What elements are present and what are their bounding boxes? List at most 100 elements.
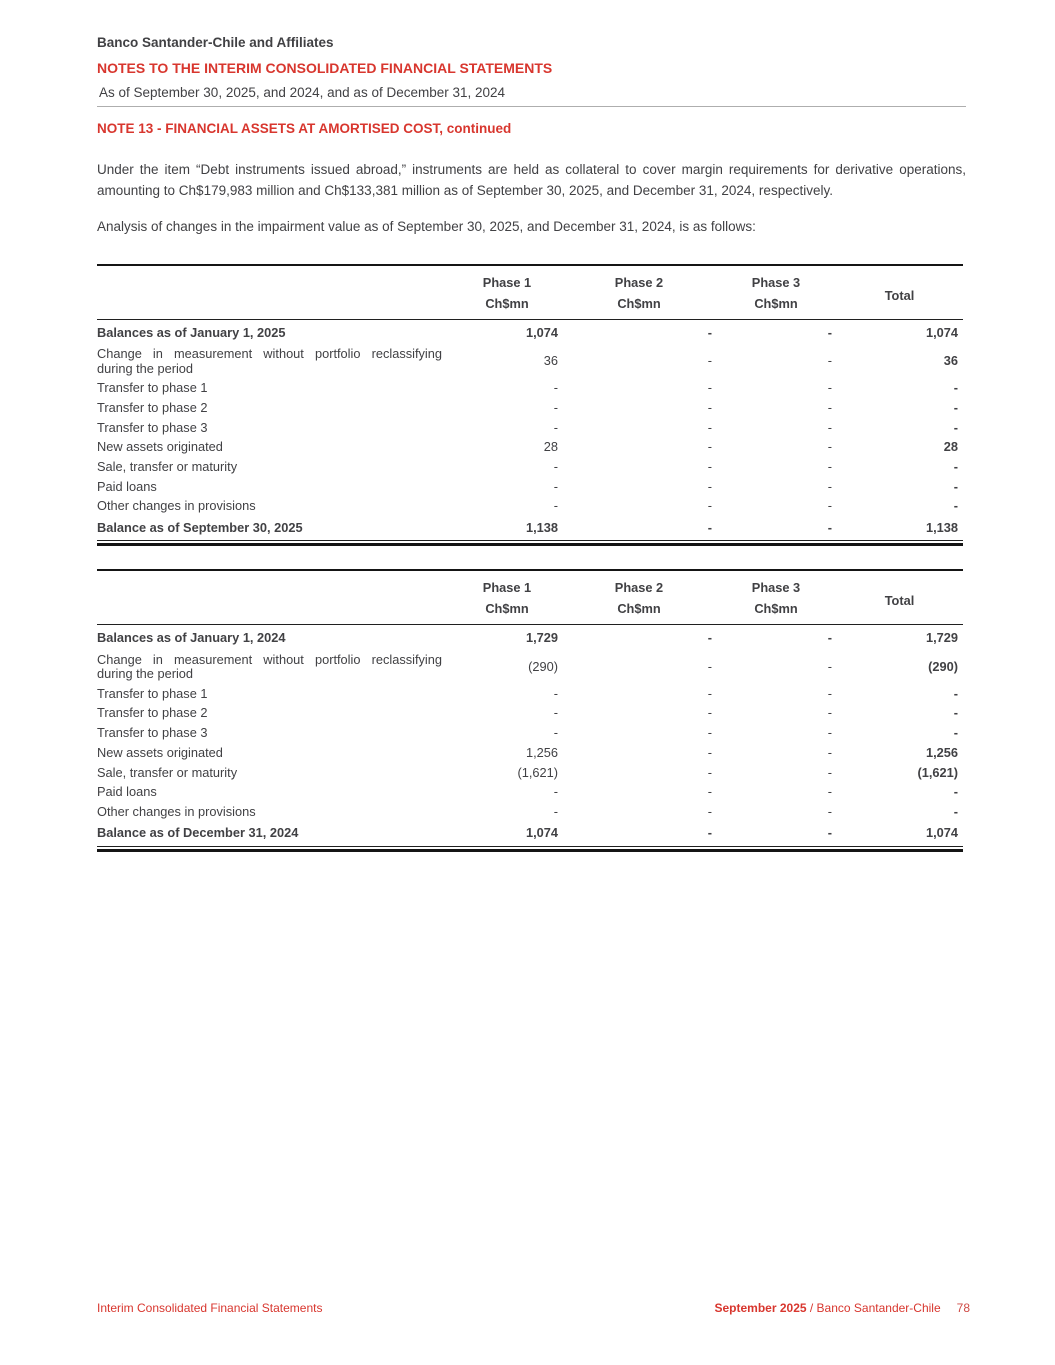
col-header-total: Total [836, 265, 963, 320]
row-value: - [553, 784, 558, 800]
footer-right-group: September 2025 / Banco Santander-Chile 7… [714, 1301, 970, 1315]
row-value: - [553, 498, 558, 514]
row-label: Transfer to phase 2 [97, 399, 208, 415]
paragraph-analysis-intro: Analysis of changes in the impairment va… [97, 219, 756, 234]
row-value: - [953, 685, 958, 701]
table-row: Transfer to phase 1 - - - - [97, 684, 963, 704]
row-value: - [553, 419, 558, 435]
row-label: New assets originated [97, 439, 223, 455]
row-value: - [707, 658, 712, 674]
row-value: 36 [543, 353, 558, 369]
row-value: (1,621) [917, 764, 958, 780]
row-value: - [707, 498, 712, 514]
table-row: Paid loans - - - - [97, 783, 963, 803]
row-value: - [707, 478, 712, 494]
row-value: - [707, 764, 712, 780]
row-value: 1,138 [836, 516, 963, 541]
row-value: - [553, 705, 558, 721]
col-header-phase2: Phase 2 [614, 580, 664, 595]
row-value: - [716, 516, 836, 541]
row-value: (1,621) [517, 764, 558, 780]
row-value: - [707, 459, 712, 475]
row-value: 28 [543, 439, 558, 455]
row-value: - [707, 685, 712, 701]
table-row: Other changes in provisions - - - - [97, 802, 963, 822]
row-value: 1,729 [925, 630, 958, 645]
row-value: - [827, 498, 832, 514]
row-value: - [827, 705, 832, 721]
table-row: Balance as of December 31, 2024 1,074- -1,… [97, 822, 963, 847]
row-value: - [953, 705, 958, 721]
row-value: - [827, 478, 832, 494]
table-row: New assets originated 28 - - 28 [97, 438, 963, 458]
table-row: Change in measurement without portfolio … [97, 345, 963, 379]
row-value: - [716, 822, 836, 847]
row-value: 36 [943, 353, 958, 369]
row-label: Paid loans [97, 478, 157, 494]
row-value: - [827, 630, 832, 645]
document-title: NOTES TO THE INTERIM CONSOLIDATED FINANC… [97, 60, 553, 76]
table-row: Transfer to phase 1 - - - - [97, 379, 963, 399]
table-2025: Phase 1 Phase 2 Phase 3 Total Ch$mn Ch$m… [97, 265, 963, 541]
table-row: Transfer to phase 2 - - - - [97, 704, 963, 724]
row-value: - [707, 630, 712, 645]
row-value: - [707, 725, 712, 741]
company-name: Banco Santander-Chile and Affiliates [97, 35, 334, 50]
row-value: 1,138 [452, 516, 562, 541]
row-value: - [553, 725, 558, 741]
row-value: 1,256 [925, 744, 958, 760]
row-value: - [707, 419, 712, 435]
row-value: - [827, 803, 832, 819]
col-header-phase2: Phase 2 [614, 274, 664, 290]
col-subheader-chmn: Ch$mn [452, 292, 562, 320]
table-row: Balances as of January 1, 2024 1,729 - - 1,7… [97, 625, 963, 651]
row-value: - [553, 685, 558, 701]
row-value: - [707, 439, 712, 455]
row-value: - [707, 744, 712, 760]
row-label: New assets originated [97, 744, 223, 760]
row-value: 1,074 [452, 822, 562, 847]
row-label: Other changes in provisions [97, 803, 256, 819]
impairment-table-2024: Phase 1 Phase 2 Phase 3 Total Ch$mn Ch$m… [97, 569, 963, 852]
row-value: - [827, 324, 832, 340]
table-row: Sale, transfer or maturity (1,621) - - (1,62… [97, 763, 963, 783]
row-value: (290) [928, 658, 958, 674]
row-value: - [953, 784, 958, 800]
table-body: Balances as of January 1, 2024 1,729- -1,7… [97, 625, 963, 847]
row-value: 1,074 [836, 822, 963, 847]
row-value: - [553, 399, 558, 415]
table-row: New assets originated 1,256 - - 1,256 [97, 743, 963, 763]
table-2024: Phase 1 Phase 2 Phase 3 Total Ch$mn Ch$m… [97, 571, 963, 847]
row-label: Transfer to phase 1 [97, 685, 208, 701]
row-value: - [953, 459, 958, 475]
row-value: - [827, 439, 832, 455]
row-value: 1,256 [525, 744, 558, 760]
table-row: Sale, transfer or maturity - - - - [97, 457, 963, 477]
row-label: Balances as of January 1, 2024 [97, 630, 286, 645]
table-row: Transfer to phase 3 - - - - [97, 724, 963, 744]
col-header-total: Total [836, 571, 963, 625]
col-subheader-chmn: Ch$mn [716, 292, 836, 320]
row-value: - [707, 803, 712, 819]
col-header-phase1: Phase 1 [482, 580, 532, 595]
table-row: Paid loans - - - - [97, 477, 963, 497]
row-label: Balances as of January 1, 2025 [97, 324, 286, 340]
row-value: - [953, 803, 958, 819]
impairment-table-2025: Phase 1 Phase 2 Phase 3 Total Ch$mn Ch$m… [97, 263, 963, 546]
row-value: (290) [528, 658, 558, 674]
row-value: - [953, 399, 958, 415]
row-value: - [953, 380, 958, 396]
report-date-line: As of September 30, 2025, and 2024, and … [99, 85, 506, 100]
row-value: - [827, 784, 832, 800]
col-header-phase3: Phase 3 [751, 274, 801, 290]
row-value: - [827, 658, 832, 674]
table-row: Balance as of September 30, 2025 1,138- -1… [97, 516, 963, 541]
row-label: Transfer to phase 3 [97, 725, 208, 741]
col-subheader-chmn: Ch$mn [562, 598, 716, 625]
row-label: Paid loans [97, 784, 157, 800]
row-value: - [827, 725, 832, 741]
row-value: - [553, 459, 558, 475]
row-value: 1,729 [525, 630, 558, 645]
col-subheader-chmn: Ch$mn [562, 292, 716, 320]
